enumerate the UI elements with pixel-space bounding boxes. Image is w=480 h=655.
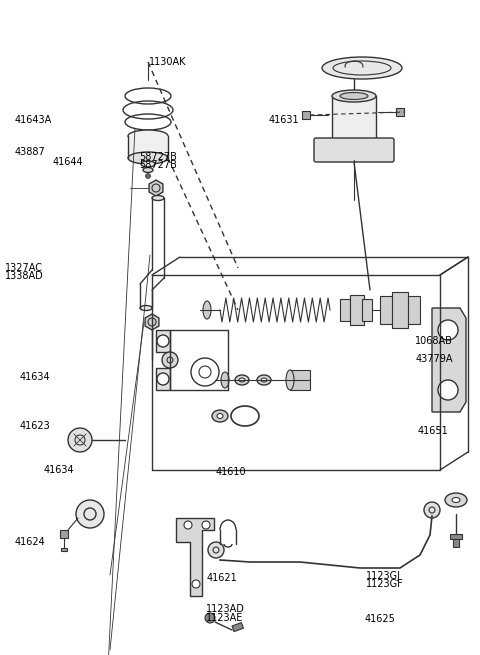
Text: 1123GF: 1123GF [366,579,404,590]
Bar [156,368,170,390]
Ellipse shape [140,305,152,310]
Polygon shape [176,518,214,596]
Circle shape [208,542,224,558]
Text: 41625: 41625 [365,614,396,624]
Circle shape [76,500,104,528]
Text: 41621: 41621 [206,572,237,583]
Circle shape [438,380,458,400]
Circle shape [184,521,192,529]
Circle shape [376,144,388,156]
Ellipse shape [445,493,467,507]
Bar [380,296,392,324]
Bar [392,292,408,328]
Bar [128,136,168,158]
Text: 41624: 41624 [14,537,45,548]
Text: 1130AK: 1130AK [149,57,186,67]
Ellipse shape [143,168,153,172]
Polygon shape [432,308,466,412]
Bar [340,299,350,321]
Ellipse shape [286,370,294,390]
Text: 41643A: 41643A [14,115,52,125]
Bar [60,530,68,538]
Ellipse shape [340,92,368,100]
Circle shape [350,146,358,154]
Ellipse shape [152,195,164,200]
Circle shape [192,580,200,588]
Ellipse shape [128,152,168,164]
Bar [61,548,67,551]
Text: 58727B: 58727B [139,160,177,170]
FancyBboxPatch shape [314,138,394,162]
Text: 41631: 41631 [269,115,300,125]
Bar [408,296,420,324]
Circle shape [157,373,169,385]
Circle shape [145,174,151,179]
Ellipse shape [235,375,249,385]
Ellipse shape [257,375,271,385]
Text: 1123GJ: 1123GJ [366,571,401,581]
Bar [302,111,310,119]
Text: 41610: 41610 [216,466,247,477]
Bar [362,299,372,321]
Circle shape [157,335,169,347]
Text: 1338AD: 1338AD [5,271,44,282]
Text: 1068AB: 1068AB [415,335,453,346]
Text: 41623: 41623 [19,421,50,431]
Ellipse shape [452,498,460,502]
Ellipse shape [212,410,228,422]
Ellipse shape [261,378,267,382]
Circle shape [162,352,178,368]
Text: 1327AC: 1327AC [5,263,43,273]
Ellipse shape [217,413,223,419]
Bar [396,108,404,116]
Text: 1123AD: 1123AD [206,604,245,614]
Text: 41651: 41651 [418,426,448,436]
Circle shape [320,144,332,156]
Ellipse shape [239,378,245,382]
Ellipse shape [128,130,168,142]
Text: 58727B: 58727B [139,151,177,162]
Bar [350,295,364,325]
Text: 1123AE: 1123AE [206,612,244,623]
Bar [156,330,170,352]
Ellipse shape [322,57,402,79]
Bar [332,96,376,140]
Bar [290,370,310,390]
Bar [450,534,462,539]
Circle shape [424,502,440,518]
Ellipse shape [221,372,229,388]
Text: 43779A: 43779A [415,354,453,364]
Text: 41634: 41634 [19,371,50,382]
Text: 41634: 41634 [43,465,74,476]
Ellipse shape [141,161,155,167]
Bar [232,623,243,631]
Circle shape [205,613,215,623]
Circle shape [438,320,458,340]
Text: 41644: 41644 [53,157,84,168]
Ellipse shape [332,90,376,102]
Bar [453,539,459,547]
Circle shape [202,521,210,529]
Circle shape [68,428,92,452]
Text: 43887: 43887 [14,147,45,157]
Ellipse shape [203,301,211,319]
